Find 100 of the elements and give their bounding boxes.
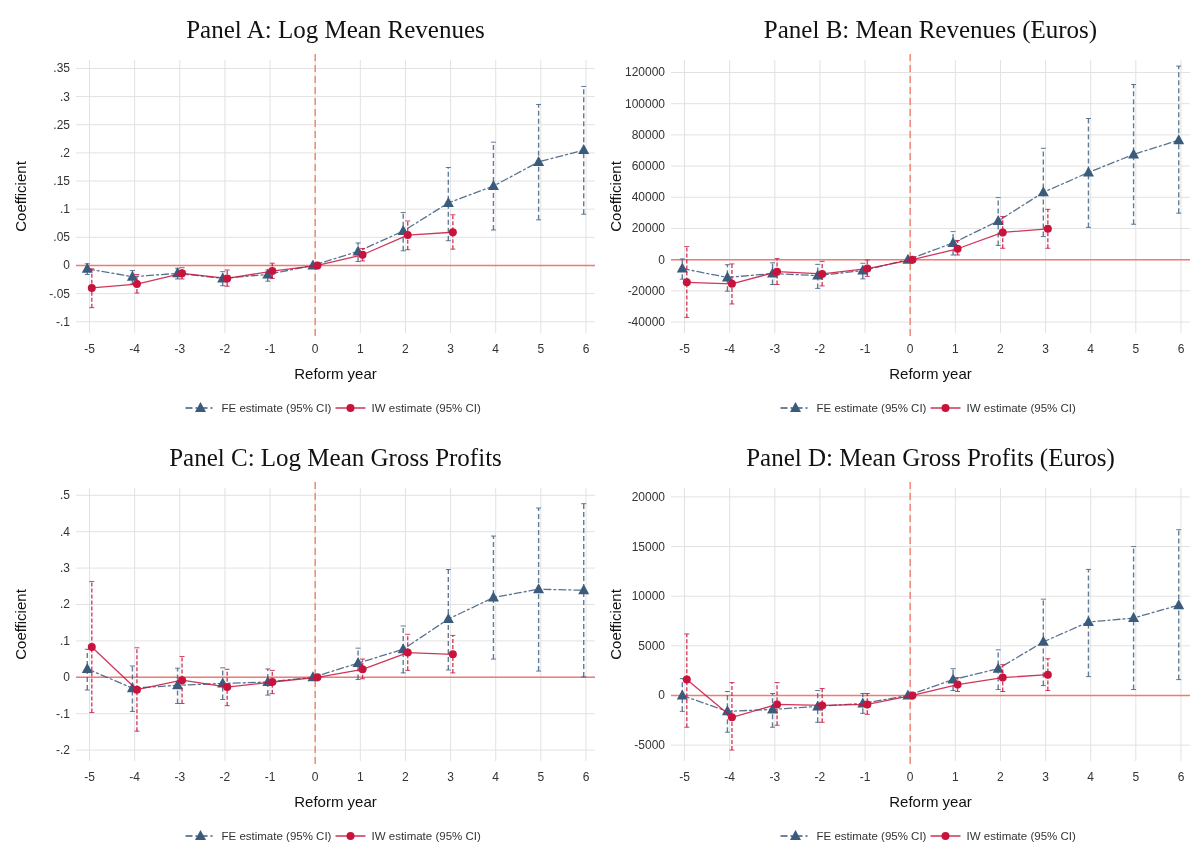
y-axis-title: Coefficient: [12, 160, 29, 232]
point: [992, 662, 1004, 673]
point: [908, 691, 917, 700]
x-tick-label: 6: [582, 770, 590, 784]
point: [87, 643, 96, 652]
x-axis-title: Reform year: [294, 365, 377, 382]
x-tick-label: -2: [814, 770, 826, 784]
x-tick-label: 0: [906, 770, 914, 784]
point: [87, 283, 96, 292]
x-tick-label: 3: [1042, 770, 1050, 784]
x-tick-label: -2: [219, 770, 231, 784]
x-tick-label: -2: [219, 342, 231, 356]
y-tick-label: -40000: [627, 315, 666, 330]
x-tick-label: 3: [447, 342, 455, 356]
point: [863, 700, 872, 709]
x-tick-label: -5: [84, 342, 96, 356]
x-tick-label: 6: [1177, 342, 1185, 356]
point: [578, 144, 590, 155]
point: [358, 665, 367, 674]
point: [1173, 599, 1185, 610]
point: [403, 231, 412, 240]
x-tick-label: 1: [951, 342, 959, 356]
y-tick-label: 0: [63, 670, 71, 685]
x-tick-label: -4: [724, 770, 736, 784]
y-tick-label: 20000: [631, 489, 666, 504]
x-axis-title: Reform year: [889, 793, 972, 810]
x-tick-label: 0: [311, 770, 319, 784]
x-tick-label: -1: [859, 342, 871, 356]
x-tick-label: -5: [679, 770, 691, 784]
point: [1173, 134, 1185, 145]
legend-label: IW estimate (95% CI): [966, 830, 1076, 842]
point: [818, 701, 827, 710]
point: [953, 680, 962, 689]
point: [863, 264, 872, 273]
x-tick-label: 1: [951, 770, 959, 784]
x-tick-label: -4: [724, 342, 736, 356]
x-tick-label: 2: [402, 770, 410, 784]
y-tick-label: .2: [59, 145, 71, 160]
x-tick-label: 4: [492, 770, 500, 784]
point: [578, 584, 590, 595]
y-tick-label: 80000: [631, 127, 666, 142]
y-tick-label: -.2: [55, 743, 71, 758]
x-tick-label: 2: [997, 342, 1005, 356]
point: [676, 262, 688, 273]
point: [727, 279, 736, 288]
chart-title: Panel D: Mean Gross Profits (Euros): [746, 444, 1115, 472]
y-tick-label: 0: [63, 258, 71, 273]
point: [487, 591, 499, 602]
x-tick-label: 3: [1042, 342, 1050, 356]
point: [126, 270, 138, 281]
x-tick-label: 2: [997, 770, 1005, 784]
point: [682, 675, 691, 684]
point: [268, 678, 277, 687]
point: [442, 196, 454, 207]
point: [313, 673, 322, 682]
point: [223, 274, 232, 283]
y-tick-label: 60000: [631, 159, 666, 174]
point: [533, 155, 545, 166]
y-tick-label: -20000: [627, 283, 666, 298]
y-tick-label: 5000: [638, 638, 666, 653]
x-tick-label: 1: [356, 342, 364, 356]
x-tick-label: 5: [1132, 770, 1140, 784]
point: [313, 261, 322, 270]
y-tick-label: -5000: [634, 738, 666, 753]
x-tick-label: -1: [264, 770, 276, 784]
point: [178, 676, 187, 685]
point: [773, 700, 782, 709]
y-tick-label: .05: [53, 230, 71, 245]
point: [992, 214, 1004, 225]
point: [1082, 166, 1094, 177]
y-tick-label: -.1: [55, 706, 71, 721]
y-tick-label: .3: [59, 561, 71, 576]
x-tick-label: 4: [492, 342, 500, 356]
point: [132, 685, 141, 694]
y-tick-label: 100000: [624, 96, 666, 111]
y-tick-label: 10000: [631, 589, 666, 604]
point: [448, 650, 457, 659]
point: [268, 267, 277, 276]
point: [818, 269, 827, 278]
x-tick-label: -3: [769, 342, 781, 356]
y-tick-label: .5: [59, 488, 71, 503]
legend-label: IW estimate (95% CI): [966, 402, 1076, 414]
legend-label: FE estimate (95% CI): [816, 830, 927, 842]
y-tick-label: 120000: [624, 65, 666, 80]
x-tick-label: 4: [1087, 342, 1095, 356]
x-tick-label: -1: [264, 342, 276, 356]
x-tick-label: -3: [174, 342, 186, 356]
y-axis-title: Coefficient: [607, 160, 624, 232]
y-tick-label: .1: [59, 202, 71, 217]
y-tick-label: 20000: [631, 221, 666, 236]
y-tick-label: .1: [59, 633, 71, 648]
point: [448, 228, 457, 237]
x-tick-label: 5: [537, 342, 545, 356]
point: [1082, 616, 1094, 627]
x-tick-label: 2: [402, 342, 410, 356]
y-tick-label: .2: [59, 597, 71, 612]
x-tick-label: -4: [129, 770, 141, 784]
point: [533, 583, 545, 594]
point: [1043, 670, 1052, 679]
point: [1128, 148, 1140, 159]
